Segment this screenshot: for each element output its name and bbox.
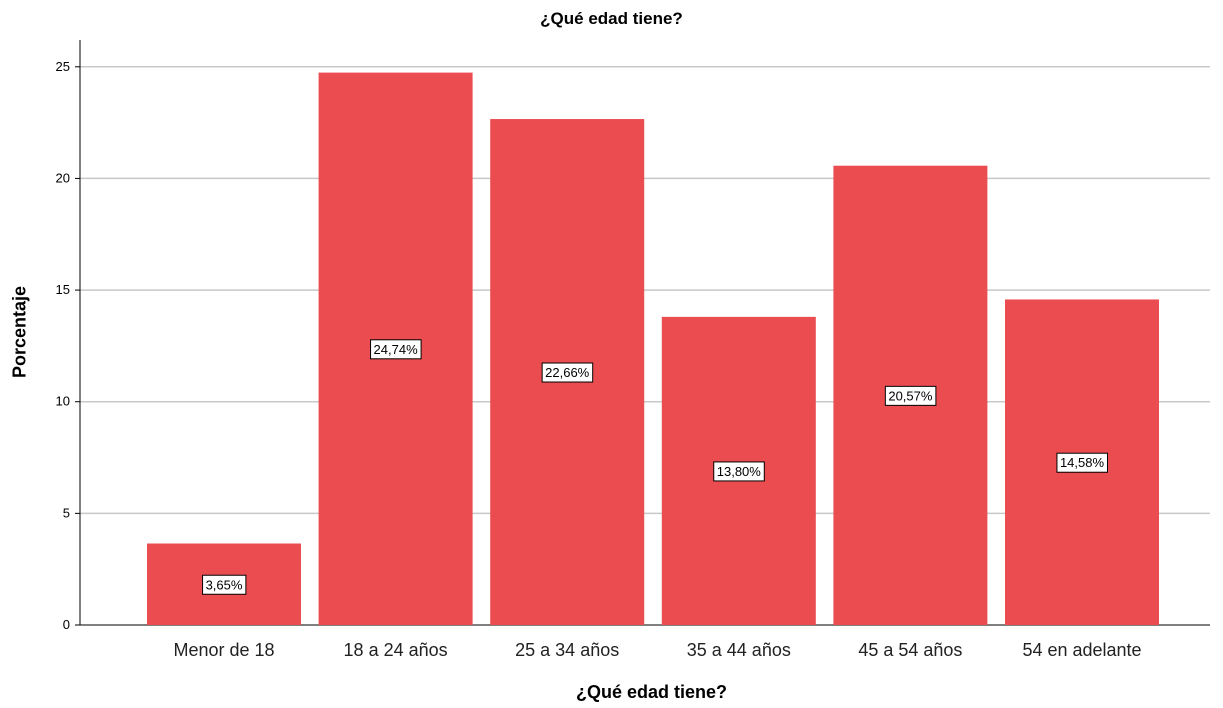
data-label-box — [370, 339, 422, 360]
data-label-box — [541, 362, 594, 383]
y-tick-label: 5 — [63, 505, 70, 520]
data-label-text: 13,80% — [717, 464, 762, 479]
data-label: 3,65% — [202, 574, 247, 595]
data-label-text: 24,74% — [374, 342, 419, 357]
data-label-text: 3,65% — [206, 577, 243, 592]
data-label-text: 22,66% — [545, 365, 590, 380]
data-label-box — [884, 385, 937, 406]
y-tick-label: 25 — [56, 59, 70, 74]
y-tick-label: 10 — [56, 394, 70, 409]
data-labels: 3,65% 24,74% 22,66% 13,80% 20,57% 14,58% — [202, 339, 1108, 595]
x-tick-label: 18 a 24 años — [344, 640, 448, 660]
data-label: 14,58% — [1056, 452, 1108, 473]
chart-title: ¿Qué edad tiene? — [540, 9, 683, 28]
data-label-box — [202, 574, 247, 595]
y-tick-label: 15 — [56, 282, 70, 297]
x-tick-label: 25 a 34 años — [515, 640, 619, 660]
data-label: 13,80% — [713, 461, 765, 482]
x-tick-label: 45 a 54 años — [858, 640, 962, 660]
data-label-box — [1056, 452, 1108, 473]
x-tick-label: 35 a 44 años — [687, 640, 791, 660]
bars — [147, 72, 1159, 625]
y-tick-label: 20 — [56, 170, 70, 185]
data-label: 20,57% — [884, 385, 937, 406]
x-axis-label: ¿Qué edad tiene? — [575, 682, 728, 702]
data-label-text: 14,58% — [1060, 455, 1105, 470]
x-tick-label: Menor de 18 — [173, 640, 274, 660]
data-label-text: 20,57% — [888, 388, 933, 403]
data-label: 22,66% — [541, 362, 594, 383]
y-tick-label: 0 — [63, 617, 70, 632]
data-label-box — [713, 461, 765, 482]
x-tick-label: 54 en adelante — [1022, 640, 1141, 660]
data-label: 24,74% — [370, 339, 422, 360]
